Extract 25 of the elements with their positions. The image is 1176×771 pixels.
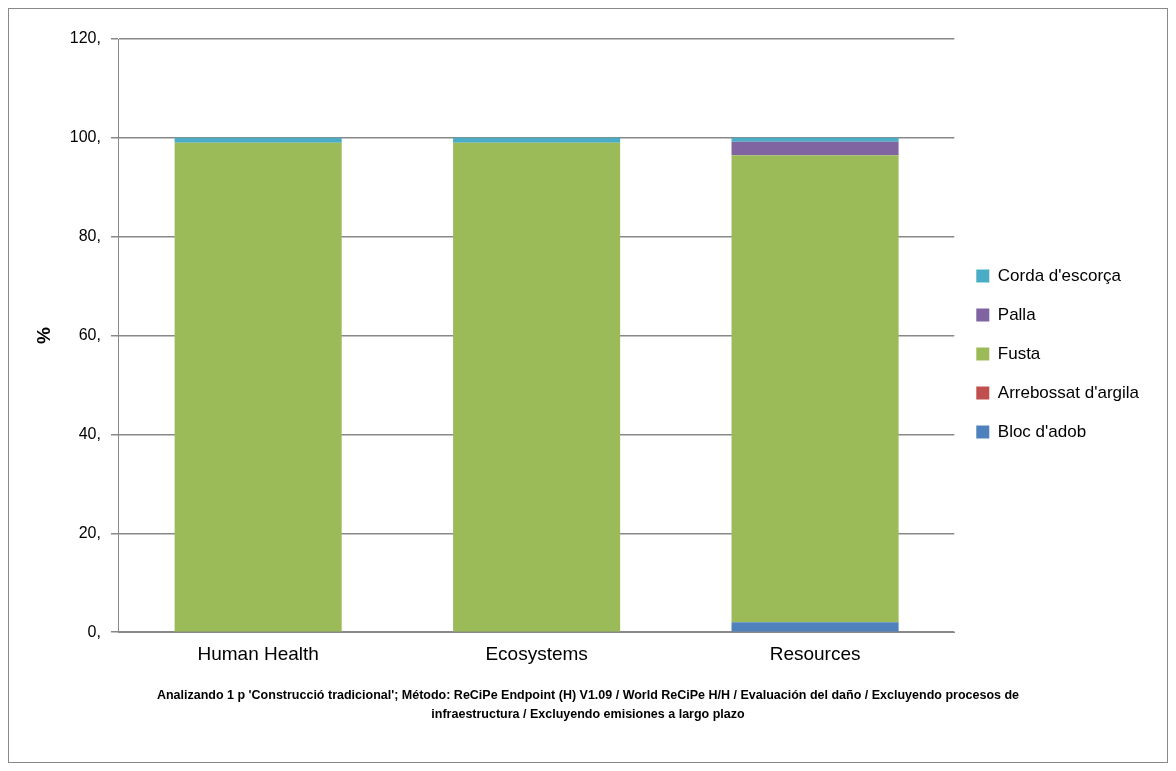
legend-label: Palla [997,304,1037,324]
y-tick-label: 0, [87,622,101,640]
bar [731,141,899,156]
text: Analizando 1 p 'Construcció tradicional'; Método: ReCiPe Endpoint (H) V1.09 / World ReCiPe H/H / Evaluación del daño / Excluyendo procesos de infraestructura / Excluyendo emisiones a largo plazo [155,687,1021,723]
bar [731,137,899,142]
y-axis-title: % [32,327,54,345]
bar [453,142,621,632]
legend-label: Corda d'escorça [997,265,1122,285]
x-tick-label: Resources [769,642,861,664]
bar [174,142,342,632]
y-tick-label: 60, [78,326,101,344]
x-tick-label: Ecosystems [485,642,588,664]
x-tick-label: Human Health [197,642,319,664]
bar [174,137,342,143]
legend-label: Bloc d'adob [997,421,1087,441]
bar [731,622,899,632]
bar [731,155,899,623]
bar [453,137,621,143]
y-tick-label: 100, [69,128,101,146]
legend-label: Fusta [997,343,1041,363]
y-tick-label: 20, [78,523,101,541]
legend-label: Arrebossat d'argila [997,382,1140,402]
y-tick-label: 80, [78,227,101,245]
y-tick-label: 40, [78,424,101,442]
y-tick-label: 120, [69,29,101,47]
